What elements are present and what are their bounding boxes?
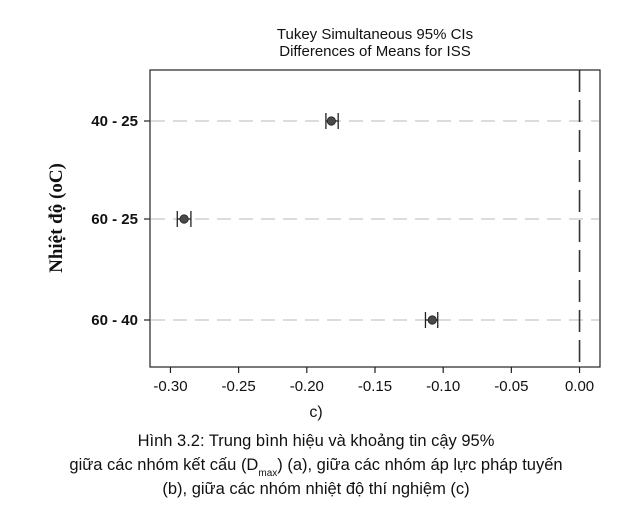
chart-title-line-2: Differences of Means for ISS [279,43,471,60]
x-tick-label: -0.30 [153,378,187,395]
caption-line-2-post: ) (a), giữa các nhóm áp lực pháp tuyến [277,456,563,474]
mean-point [326,116,336,126]
caption-line-2-pre: giữa các nhóm kết cấu (D [69,456,259,474]
caption-subscript: max [258,468,278,479]
y-tick-label: 60 - 40 [91,312,138,329]
y-tick-label: 40 - 25 [91,113,138,130]
x-tick-label: 0.00 [565,378,594,395]
y-tick-label: 60 - 25 [91,211,138,228]
x-tick-label: -0.20 [290,378,324,395]
x-tick-label: -0.10 [426,378,460,395]
y-axis-ticks: 40 - 25 60 - 25 60 - 40 [91,113,150,329]
subfigure-label: c) [309,404,323,421]
interval-chart: -0.30 -0.25 -0.20 -0.15 -0.10 -0.05 0.00 40 - … [46,69,601,395]
grid-lines [151,120,599,321]
y-axis-label: Nhiệt độ (oC) [46,163,67,273]
chart-title-line-1: Tukey Simultaneous 95% CIs [276,26,474,43]
figure-caption-line-2: giữa các nhóm kết cấu (Dmax) (a), giữa c… [0,454,632,479]
figure-caption-line-3: (b), giữa các nhóm nhiệt độ thí nghiệm (… [162,480,470,498]
x-tick-label: -0.25 [222,378,256,395]
figure-caption-line-1: Hình 3.2: Trung bình hiệu và khoảng tin … [137,432,495,450]
x-tick-label: -0.05 [494,378,528,395]
mean-point [179,214,189,224]
interval-marks [176,113,439,328]
x-axis-ticks: -0.30 -0.25 -0.20 -0.15 -0.10 -0.05 0.00 [153,367,594,395]
x-tick-label: -0.15 [358,378,392,395]
mean-point [427,315,437,325]
